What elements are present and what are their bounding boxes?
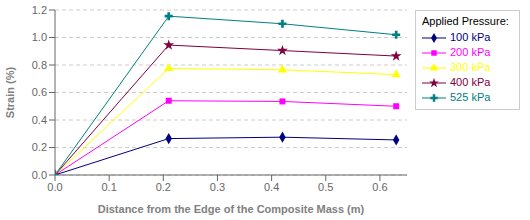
svg-text:0.4: 0.4	[32, 114, 47, 126]
svg-text:0.5: 0.5	[318, 181, 333, 193]
svg-text:0.1: 0.1	[102, 181, 117, 193]
html-text:100 kPa: 100 kPa	[450, 31, 491, 43]
svg-text:0.4: 0.4	[264, 181, 279, 193]
svg-text:0.0: 0.0	[32, 169, 47, 181]
html-text:300 kPa: 300 kPa	[450, 61, 491, 73]
svg-text:0.6: 0.6	[372, 181, 387, 193]
html-text:525 kPa: 525 kPa	[450, 91, 491, 103]
html-text:400 kPa: 400 kPa	[450, 76, 491, 88]
svg-text:0.2: 0.2	[156, 181, 171, 193]
svg-text:0.0: 0.0	[47, 181, 62, 193]
svg-text:0.6: 0.6	[32, 86, 47, 98]
svg-text:1.0: 1.0	[32, 31, 47, 43]
svg-text:1.2: 1.2	[32, 4, 47, 16]
svg-text:0.2: 0.2	[32, 141, 47, 153]
html-text:Applied Pressure:: Applied Pressure:	[422, 15, 509, 27]
svg-text:0.8: 0.8	[32, 59, 47, 71]
svg-text:0.3: 0.3	[210, 181, 225, 193]
svg-text:Distance from the Edge of the: Distance from the Edge of the Composite …	[98, 203, 365, 215]
html-text:200 kPa: 200 kPa	[450, 46, 491, 58]
svg-text:Strain (%): Strain (%)	[8, 66, 16, 118]
